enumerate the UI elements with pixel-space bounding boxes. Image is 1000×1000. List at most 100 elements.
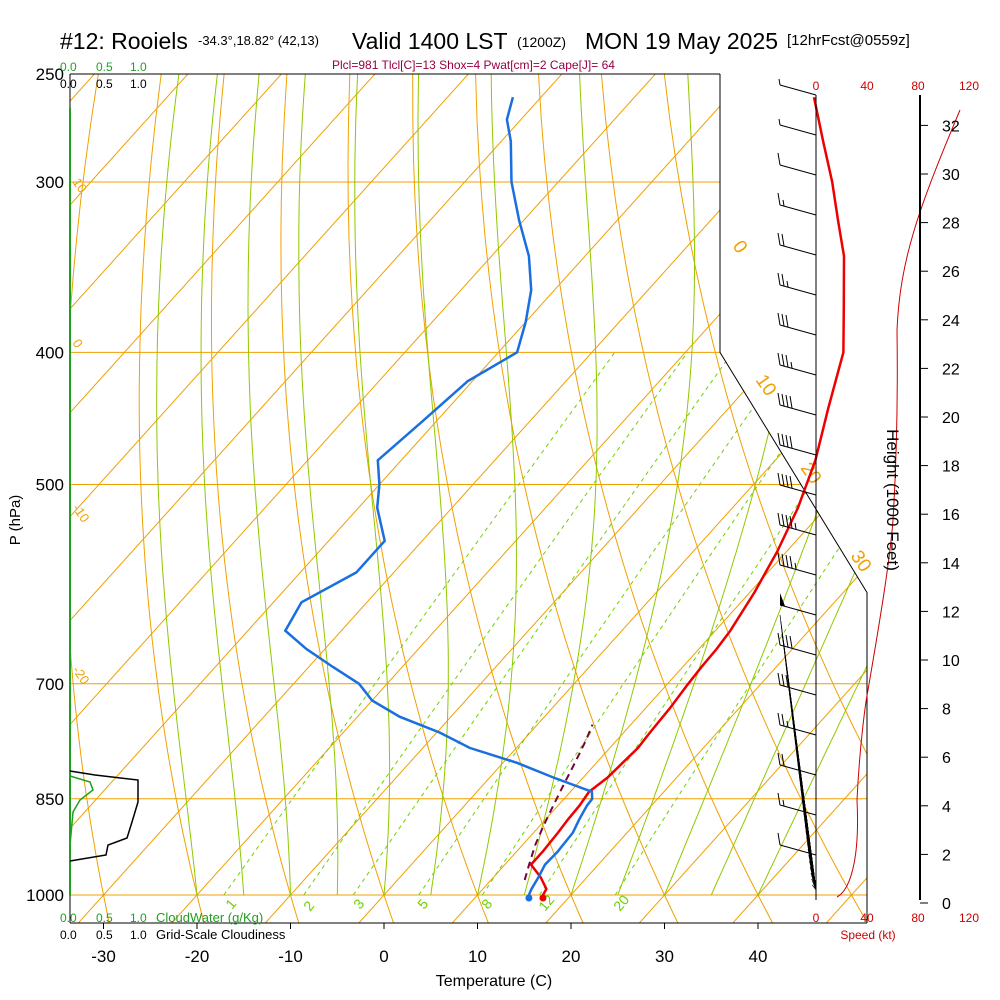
speed-top-tick: 80: [911, 79, 925, 93]
isotherm-line: [731, 74, 867, 923]
wind-barb-half: [786, 720, 789, 728]
wind-barb-half: [790, 361, 793, 369]
moist-adiabat-line: [570, 74, 696, 896]
height-tick-label: 2: [942, 847, 951, 864]
wind-barb-half: [786, 280, 789, 288]
dry-adiabat-line: [70, 74, 110, 923]
wind-barb-feather: [777, 152, 781, 166]
wind-barb-feather: [777, 192, 781, 206]
dry-adiabat-line: [211, 74, 300, 923]
temp-tick-label: -20: [185, 947, 210, 966]
temperature-line: [529, 96, 846, 896]
pressure-tick-label: 850: [36, 790, 64, 809]
isotherm-line: [70, 74, 327, 923]
height-tick-label: 4: [942, 799, 951, 816]
wind-barb-half: [782, 799, 785, 807]
dry-adiabat-line: [979, 74, 1000, 924]
cloudiness-top-tick: 0.0: [60, 77, 77, 91]
moist-adiabat-line: [156, 74, 198, 896]
height-tick-label: 0: [942, 896, 951, 913]
wind-barb-feather: [785, 514, 789, 528]
wind-barb-shaft: [779, 644, 817, 656]
height-tick-label: 8: [942, 702, 951, 719]
wind-barb-feather: [781, 353, 785, 367]
mixing-ratio-line: [539, 352, 867, 896]
height-tick-label: 22: [942, 361, 960, 378]
cloudwater-bottom-tick: 0.0: [60, 911, 77, 925]
isotherm-line: [70, 74, 514, 923]
wind-barb-feather: [789, 515, 793, 529]
dry-adiabat-line: [600, 74, 867, 923]
wind-barb-feather: [781, 713, 785, 727]
wind-barb-shaft: [779, 324, 817, 336]
isotherm-line: [170, 74, 867, 923]
dry-adiabat-line: [280, 74, 395, 923]
wind-barb-half: [778, 118, 781, 126]
moist-adiabat-line: [298, 74, 339, 896]
height-tick-label: 28: [942, 216, 960, 233]
wind-barb-feather: [785, 554, 789, 568]
dry-adiabat-line: [347, 74, 490, 923]
wind-barb-feather: [785, 434, 789, 448]
mixing-ratio-line: [614, 352, 867, 896]
wind-barb-feather: [781, 673, 785, 687]
cloudwater-bottom-tick: 1.0: [130, 911, 147, 925]
station-coords: -34.3°,18.82° (42,13): [198, 33, 319, 48]
wind-barb-feather: [781, 513, 785, 527]
wind-barb-shaft: [779, 524, 817, 536]
cloudwater-label: CloudWater (g/Kg): [156, 910, 263, 925]
surface-dewpoint-dot: [525, 894, 533, 902]
valid-time: Valid 1400 LST: [352, 28, 508, 54]
isotherm-label: -10: [70, 501, 93, 525]
height-tick-label: 12: [942, 604, 960, 621]
isotherm-label: 30: [846, 547, 875, 576]
moist-adiabat-line: [757, 74, 867, 896]
dry-adiabat-line: [916, 74, 1000, 924]
wind-barb-feather: [781, 233, 785, 247]
mixing-ratio-label: 5: [414, 896, 431, 912]
pressure-tick-label: 300: [36, 173, 64, 192]
moist-adiabat-line: [417, 74, 449, 896]
wind-barb-feather: [785, 394, 789, 408]
cloudiness-top-tick: 0.5: [96, 77, 113, 91]
surface-temperature-dot: [539, 894, 547, 902]
wind-barb-shaft: [779, 724, 817, 736]
wind-barb-half: [778, 78, 781, 86]
wind-barb-feather: [777, 232, 781, 246]
wind-barb-shaft: [779, 84, 817, 96]
dry-adiabat-line: [138, 74, 205, 923]
station-title: #12: Rooiels: [60, 28, 188, 54]
moist-adiabat-line: [664, 74, 867, 896]
cloudiness-top-tick: 1.0: [130, 77, 147, 91]
speed-bottom-tick: 0: [813, 911, 820, 925]
speed-top-tick: 40: [860, 79, 874, 93]
wind-barb-feather: [777, 352, 781, 366]
mixing-ratio-line: [481, 352, 850, 896]
wind-barb-feather: [785, 354, 789, 368]
height-tick-label: 16: [942, 507, 960, 524]
mixing-ratio-line: [223, 352, 616, 896]
wind-barb-shaft: [779, 124, 817, 136]
speed-bottom-tick: 80: [911, 911, 925, 925]
temp-tick-label: 10: [468, 947, 487, 966]
pressure-axis-label: P (hPa): [7, 495, 24, 546]
speed-bottom-tick: 120: [959, 911, 979, 925]
wind-barb-feather: [777, 472, 781, 486]
speed-top-tick: 0: [813, 79, 820, 93]
mixing-ratio-line: [418, 352, 793, 896]
wind-barb-shaft-low: [811, 878, 817, 891]
wind-barb-feather: [781, 753, 785, 767]
wind-barb-feather: [777, 832, 781, 846]
wind-barb-feather: [781, 473, 785, 487]
wind-barb-shaft: [779, 484, 817, 496]
height-tick-label: 32: [942, 118, 960, 135]
isotherm-line: [638, 74, 867, 923]
temp-tick-label: -10: [278, 947, 303, 966]
mixing-ratio-label: 2: [300, 898, 317, 914]
wind-barb-feather: [777, 672, 781, 686]
parcel-line: [523, 724, 594, 881]
wind-barb-feather: [789, 435, 793, 449]
wind-barb-feather: [777, 712, 781, 726]
pressure-tick-label: 400: [36, 343, 64, 362]
